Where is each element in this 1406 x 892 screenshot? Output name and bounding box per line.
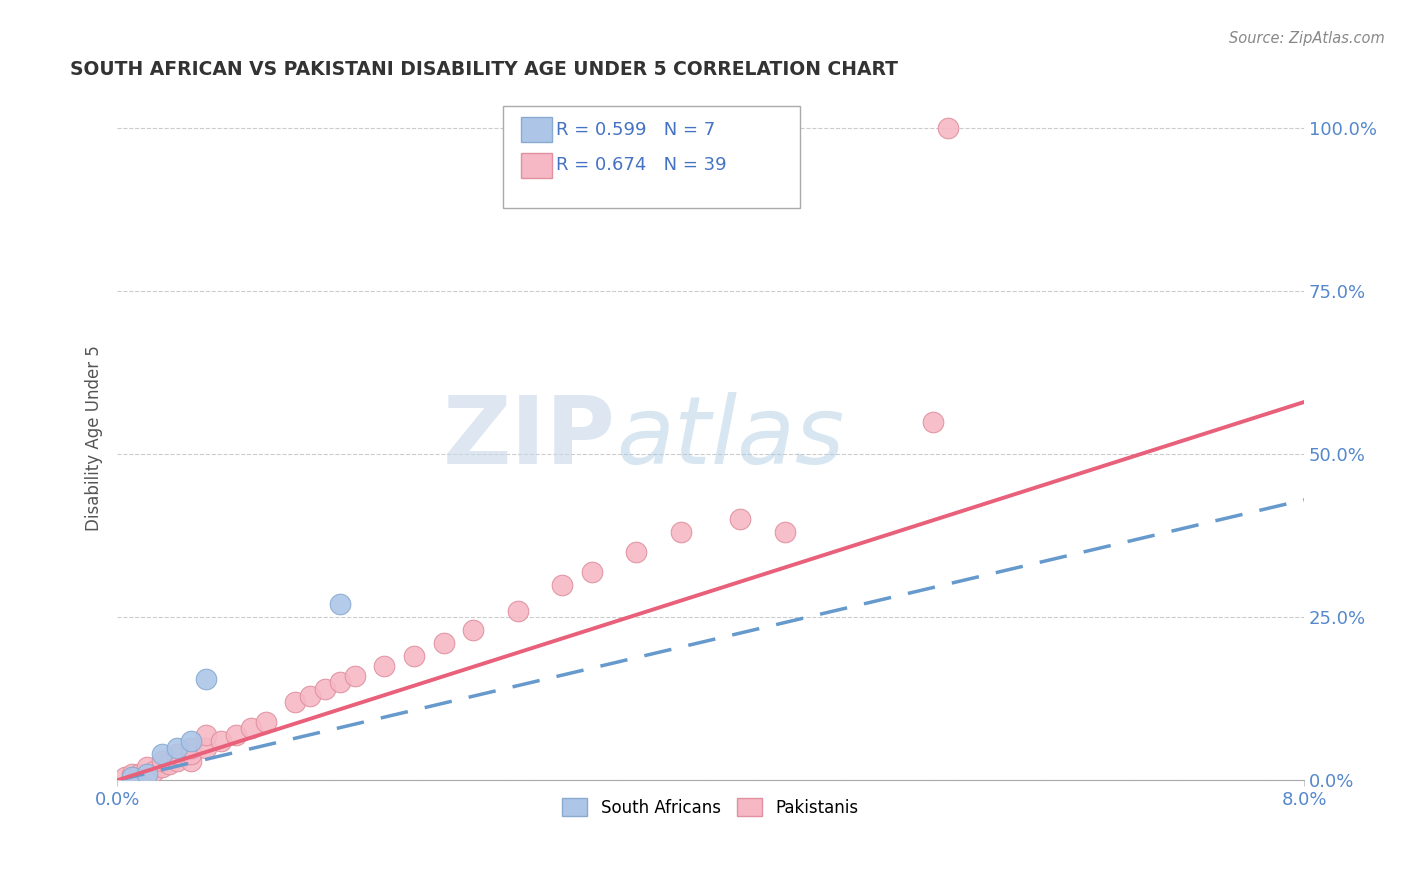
Point [135,766,157,780]
Point [157,756,180,771]
Point [343,669,366,683]
Point [166,754,188,768]
FancyBboxPatch shape [520,118,551,142]
Point [135,760,157,774]
Point [284,695,307,709]
Point [128,766,150,780]
Point [121,766,143,780]
Point [180,740,202,755]
Legend: South Africans, Pakistanis: South Africans, Pakistanis [555,792,866,823]
Point [239,721,262,735]
Point [373,659,395,673]
Point [180,747,202,762]
Point [195,672,218,686]
Point [180,734,202,748]
Point [463,624,485,638]
Point [150,747,173,762]
Text: SOUTH AFRICAN VS PAKISTANI DISABILITY AGE UNDER 5 CORRELATION CHART: SOUTH AFRICAN VS PAKISTANI DISABILITY AG… [70,60,897,78]
Point [299,689,322,703]
Point [180,754,202,768]
Point [254,714,277,729]
Text: ZIP: ZIP [443,392,616,483]
Point [195,728,218,742]
Point [166,740,188,755]
Point [121,770,143,784]
Point [506,604,529,618]
Text: R = 0.674   N = 39: R = 0.674 N = 39 [557,156,727,174]
Point [402,649,425,664]
Point [314,681,336,696]
Point [135,766,157,780]
Point [225,728,247,742]
Point [922,415,945,429]
Point [936,121,959,136]
Point [150,760,173,774]
Point [150,754,173,768]
Point [551,577,574,591]
Point [581,565,603,579]
Y-axis label: Disability Age Under 5: Disability Age Under 5 [86,345,103,531]
Point [114,770,136,784]
Text: Source: ZipAtlas.com: Source: ZipAtlas.com [1229,31,1385,46]
Point [329,597,352,611]
Point [730,512,752,526]
Text: atlas: atlas [616,392,844,483]
FancyBboxPatch shape [520,153,551,178]
Point [209,734,232,748]
Point [626,545,648,559]
Point [669,525,692,540]
Point [166,747,188,762]
Point [329,675,352,690]
Point [143,764,166,778]
FancyBboxPatch shape [503,106,800,209]
Point [195,740,218,755]
Text: R = 0.599   N = 7: R = 0.599 N = 7 [557,120,716,138]
Point [773,525,796,540]
Point [121,770,143,784]
Point [432,636,454,650]
